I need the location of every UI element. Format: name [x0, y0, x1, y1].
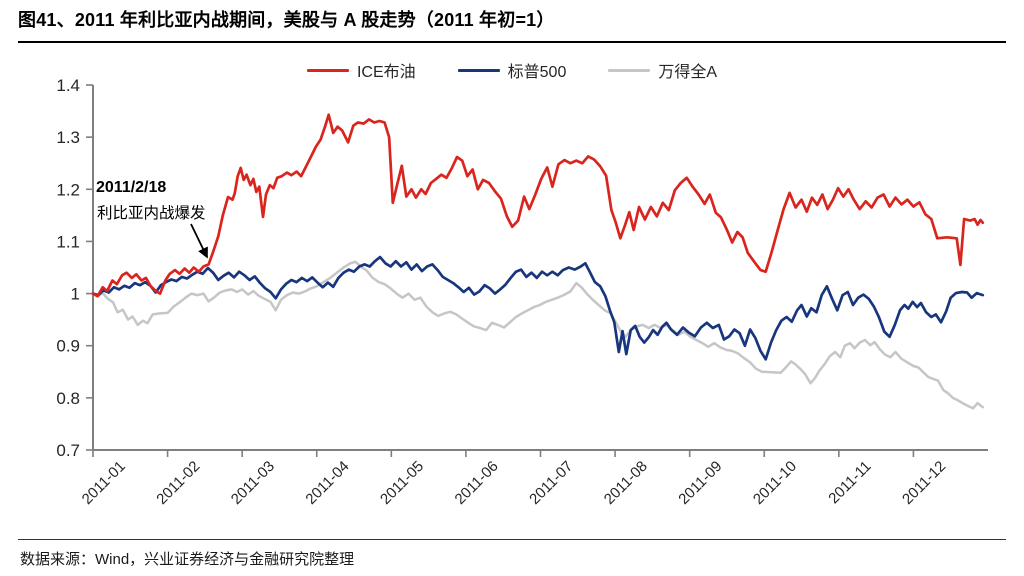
x-tick-label: 2011-05: [377, 458, 427, 508]
legend-item-brent: ICE布油: [306, 58, 416, 82]
legend-label-brent: ICE布油: [356, 64, 416, 81]
y-tick-label: 0.9: [56, 337, 80, 356]
legend-item-sp500: 标普500: [457, 58, 567, 82]
x-tick-label: 2011-10: [750, 458, 800, 508]
figure-title-bar: 图41、2011 年利比亚内战期间，美股与 A 股走势（2011 年初=1）: [18, 6, 1006, 43]
y-tick-label: 0.8: [56, 389, 80, 408]
series-line-winda: [91, 260, 985, 410]
legend-swatch-winda: [608, 68, 651, 72]
x-tick-label: 2011-08: [601, 458, 651, 508]
data-source-note: 数据来源：Wind，兴业证券经济与金融研究院整理: [20, 551, 355, 568]
y-tick-label: 0.7: [56, 441, 80, 460]
x-tick-label: 2011-09: [675, 458, 725, 508]
axis-lines: [92, 85, 988, 451]
x-tick-label: 2011-07: [526, 458, 576, 508]
x-tick-label: 2011-01: [79, 458, 129, 508]
legend-label-winda: 万得全A: [658, 64, 718, 81]
chart-legend: ICE布油 标普500 万得全A: [0, 58, 1024, 82]
annotation-event: 利比亚内战爆发: [97, 203, 206, 222]
x-tick-label: 2011-04: [302, 458, 352, 508]
annotation-date: 2011/2/18: [96, 179, 166, 196]
y-tick-label: 1.2: [56, 180, 80, 199]
legend-swatch-sp500: [457, 68, 500, 72]
footer-divider: [18, 539, 1006, 540]
x-tick-label: 2011-06: [452, 458, 502, 508]
x-tick-label: 2011-12: [899, 458, 949, 508]
series-line-brent: [91, 113, 985, 298]
y-tick-label: 1.4: [56, 76, 80, 95]
x-tick-label: 2011-11: [825, 458, 874, 507]
x-tick-label: 2011-03: [228, 458, 278, 508]
legend-swatch-brent: [306, 68, 349, 72]
y-tick-label: 1.3: [56, 128, 80, 147]
legend-item-winda: 万得全A: [608, 58, 717, 82]
y-tick-label: 1: [71, 285, 80, 304]
annotation-arrow: [190, 223, 208, 259]
y-tick-label: 1.1: [56, 232, 80, 251]
figure-title: 图41、2011 年利比亚内战期间，美股与 A 股走势（2011 年初=1）: [18, 10, 555, 30]
x-tick-label: 2011-02: [153, 458, 203, 508]
legend-label-sp500: 标普500: [507, 64, 567, 81]
series-line-sp500: [91, 255, 985, 361]
